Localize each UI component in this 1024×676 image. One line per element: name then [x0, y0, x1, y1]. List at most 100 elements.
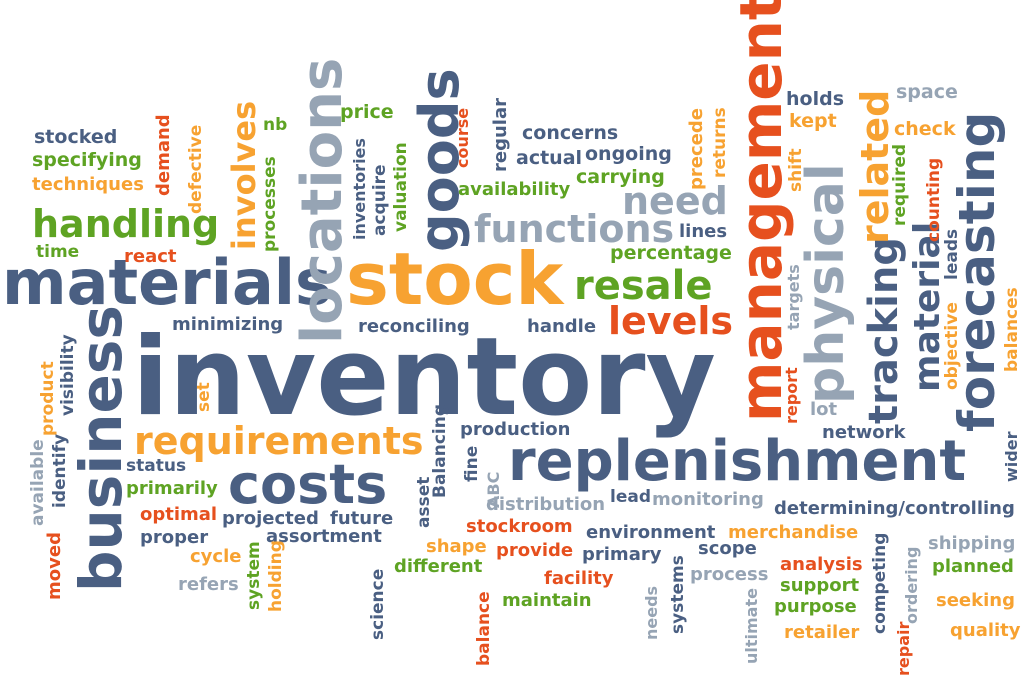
word-merchandise: merchandise	[728, 522, 859, 543]
word-react: react	[124, 246, 177, 267]
word-holds: holds	[786, 88, 845, 110]
word-proper: proper	[140, 527, 209, 548]
word-identify: identify	[50, 433, 70, 508]
word-nb: nb	[263, 115, 288, 135]
word-balance: balance	[474, 591, 494, 666]
word-minimizing: minimizing	[172, 314, 284, 335]
word-percentage: percentage	[610, 242, 732, 264]
word-science: science	[368, 568, 388, 640]
word-asset: asset	[414, 476, 434, 528]
word-actual: actual	[516, 147, 583, 169]
word-business: business	[67, 305, 135, 592]
word-wider: wider	[1002, 431, 1021, 482]
word-assortment: assortment	[266, 526, 382, 547]
word-monitoring: monitoring	[652, 489, 764, 510]
word-stockroom: stockroom	[466, 516, 573, 537]
word-inventories: inventories	[350, 138, 369, 240]
word-holding: holding	[266, 540, 286, 612]
word-primary: primary	[582, 544, 662, 565]
word-scope: scope	[698, 538, 757, 559]
word-process: process	[690, 564, 769, 585]
word-acquire: acquire	[370, 164, 390, 236]
word-requirements: requirements	[134, 419, 424, 463]
word-regular: regular	[490, 98, 511, 172]
word-lead: lead	[610, 487, 651, 507]
word-stock: stock	[346, 237, 564, 321]
word-reconciling: reconciling	[358, 316, 470, 337]
word-shipping: shipping	[928, 533, 1016, 554]
word-kept: kept	[789, 110, 837, 132]
word-handle: handle	[527, 316, 597, 337]
word-balancing: Balancing	[430, 403, 450, 498]
word-specifying: specifying	[32, 149, 142, 171]
word-maintain: maintain	[502, 590, 592, 611]
word-returns: returns	[710, 107, 730, 178]
word-ultimate: ultimate	[742, 588, 761, 664]
word-management: management	[727, 0, 795, 422]
word-check: check	[894, 118, 956, 140]
word-stocked: stocked	[34, 126, 118, 148]
word-distribution: distribution	[486, 494, 606, 515]
word-planned: planned	[932, 556, 1014, 577]
word-optimal: optimal	[140, 504, 218, 525]
word-replenishment: replenishment	[508, 429, 967, 494]
word-resale: resale	[574, 263, 713, 309]
word-seeking: seeking	[936, 590, 1015, 611]
word-determining-controlling: determining/controlling	[774, 498, 1015, 519]
word-shift: shift	[786, 148, 806, 192]
word-targets: targets	[784, 264, 803, 330]
word-concerns: concerns	[522, 122, 619, 144]
word-leads: leads	[942, 228, 962, 280]
word-refers: refers	[178, 574, 239, 595]
word-report: report	[782, 367, 801, 424]
word-physical: physical	[796, 163, 856, 404]
word-precede: precede	[686, 108, 707, 190]
word-fine: fine	[462, 445, 482, 482]
word-defective: defective	[186, 124, 206, 214]
word-facility: facility	[544, 568, 614, 589]
word-materials: materials	[2, 246, 332, 319]
word-space: space	[896, 81, 958, 103]
word-retailer: retailer	[784, 622, 860, 643]
word-projected: projected	[222, 508, 319, 529]
word-different: different	[394, 556, 483, 577]
word-techniques: techniques	[32, 174, 144, 195]
word-availability: availability	[458, 179, 571, 200]
word-valuation: valuation	[391, 142, 411, 232]
word-ordering: ordering	[902, 546, 921, 624]
word-set: set	[194, 382, 214, 412]
word-available: available	[28, 439, 48, 526]
word-need: need	[622, 179, 728, 223]
word-support: support	[780, 575, 860, 596]
word-analysis: analysis	[780, 554, 863, 575]
word-inventory: inventory	[132, 315, 716, 440]
word-product: product	[38, 361, 58, 436]
word-demand: demand	[153, 114, 174, 196]
word-tracking: tracking	[861, 237, 907, 424]
word-purpose: purpose	[774, 596, 857, 617]
word-shape: shape	[426, 536, 487, 557]
word-primarily: primarily	[126, 478, 218, 499]
word-competing: competing	[870, 532, 890, 634]
word-quality: quality	[950, 620, 1021, 641]
word-cycle: cycle	[190, 546, 242, 567]
word-costs: costs	[228, 453, 388, 516]
word-counting: counting	[924, 157, 944, 242]
word-handling: handling	[32, 202, 220, 246]
word-system: system	[244, 541, 264, 610]
word-balances: balances	[1002, 287, 1022, 372]
word-systems: systems	[668, 555, 688, 634]
word-related: related	[853, 89, 897, 244]
word-provide: provide	[496, 540, 574, 561]
word-objective: objective	[942, 302, 962, 390]
word-production: production	[460, 419, 571, 440]
word-future: future	[330, 508, 394, 529]
word-needs: needs	[642, 585, 661, 640]
word-price: price	[340, 101, 394, 123]
word-lines: lines	[679, 221, 728, 242]
word-network: network	[822, 422, 906, 443]
word-moved: moved	[44, 532, 65, 600]
word-required: required	[890, 143, 910, 226]
word-functions: functions	[474, 207, 675, 251]
